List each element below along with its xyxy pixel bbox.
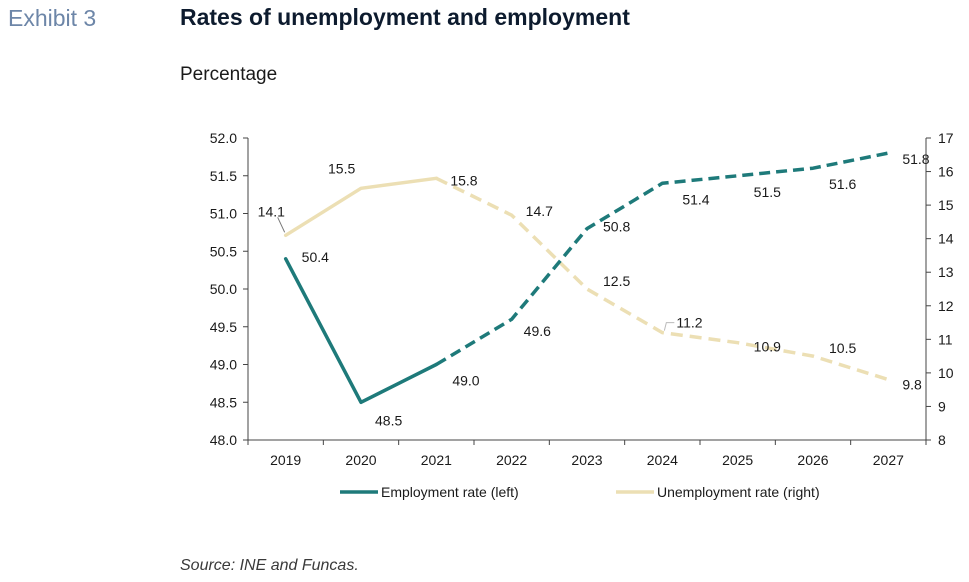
unemployment-label-leader [277,217,286,233]
unemployment-data-label: 15.8 [450,172,477,188]
x-tick-label: 2026 [797,452,828,468]
unemployment-data-label: 14.7 [526,203,553,219]
chart-title: Rates of unemployment and employment [180,4,630,30]
right-tick-label: 16 [938,164,954,180]
right-tick-label: 8 [938,432,946,448]
unemployment-data-label: 10.9 [754,339,781,355]
right-tick-label: 17 [938,130,954,146]
left-tick-label: 52.0 [210,130,237,146]
employment-data-label: 48.5 [375,412,402,428]
left-tick-label: 48.0 [210,432,237,448]
left-tick-label: 49.5 [210,319,237,335]
unemployment-data-label: 9.8 [902,377,922,393]
unemployment-label-leader [663,322,675,331]
x-tick-label: 2019 [270,452,301,468]
x-tick-label: 2022 [496,452,527,468]
employment-data-label: 51.8 [902,151,929,167]
employment-line-actual [283,257,439,405]
x-tick-label: 2020 [345,452,376,468]
x-tick-label: 2027 [873,452,904,468]
left-tick-label: 51.5 [210,168,237,184]
employment-data-label: 51.5 [754,184,781,200]
x-tick-label: 2024 [647,452,678,468]
x-tick-label: 2025 [722,452,753,468]
employment-data-label: 49.0 [452,373,479,389]
right-tick-label: 14 [938,231,954,247]
exhibit-label: Exhibit 3 [8,5,97,31]
unemployment-data-label: 11.2 [676,315,702,331]
unemployment-line-actual [283,176,439,238]
right-tick-label: 11 [938,331,953,347]
employment-data-label: 50.4 [302,249,329,265]
right-tick-label: 13 [938,264,954,280]
unemployment-data-label: 12.5 [603,273,630,289]
right-tick-label: 9 [938,398,946,414]
left-tick-label: 50.5 [210,243,237,259]
right-tick-label: 10 [938,365,954,381]
left-tick-label: 51.0 [210,206,237,222]
right-tick-label: 12 [938,298,954,314]
employment-data-label: 50.8 [603,219,630,235]
x-tick-label: 2023 [571,452,602,468]
unemployment-data-label: 10.5 [829,340,856,356]
left-tick-label: 48.5 [210,394,237,410]
right-tick-label: 15 [938,197,954,213]
employment-data-label: 49.6 [524,323,551,339]
unemployment-data-label: 14.1 [258,203,285,219]
legend-unemployment-label: Unemployment rate (right) [657,484,820,500]
employment-data-label: 51.6 [829,176,856,192]
unemployment-line-forecast [435,176,889,382]
employment-data-label: 51.4 [682,191,709,207]
left-tick-label: 49.0 [210,357,237,373]
left-tick-label: 50.0 [210,281,237,297]
unemployment-data-label: 15.5 [328,160,355,176]
x-tick-label: 2021 [421,452,452,468]
source-note: Source: INE and Funcas. [180,557,359,574]
chart-subtitle: Percentage [180,64,278,85]
legend-employment-label: Employment rate (left) [381,484,519,500]
